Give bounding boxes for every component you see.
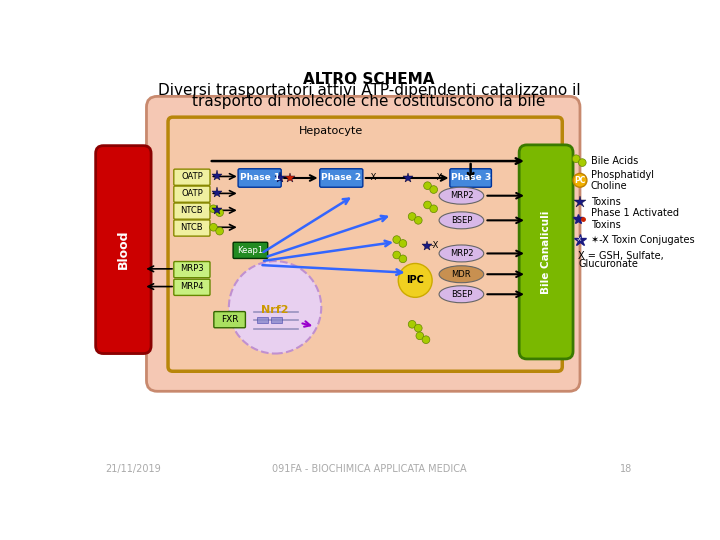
Circle shape — [408, 320, 416, 328]
Text: BSEP: BSEP — [451, 216, 472, 225]
Ellipse shape — [439, 212, 484, 229]
Circle shape — [210, 205, 217, 213]
Ellipse shape — [439, 245, 484, 262]
FancyBboxPatch shape — [450, 168, 492, 187]
Text: MRP4: MRP4 — [180, 282, 204, 291]
Text: Glucuronate: Glucuronate — [578, 259, 639, 269]
Text: ALTRO SCHEMA: ALTRO SCHEMA — [303, 72, 435, 87]
FancyBboxPatch shape — [271, 316, 282, 323]
Circle shape — [399, 240, 407, 247]
FancyBboxPatch shape — [96, 146, 151, 354]
Circle shape — [408, 213, 416, 220]
FancyBboxPatch shape — [320, 168, 363, 187]
Circle shape — [216, 227, 223, 235]
FancyBboxPatch shape — [238, 168, 282, 187]
Text: 091FA - BIOCHIMICA APPLICATA MEDICA: 091FA - BIOCHIMICA APPLICATA MEDICA — [271, 464, 467, 475]
Circle shape — [423, 201, 431, 209]
FancyBboxPatch shape — [174, 261, 210, 278]
Circle shape — [210, 224, 217, 231]
Circle shape — [415, 325, 422, 332]
Text: NTCB: NTCB — [181, 223, 203, 232]
FancyBboxPatch shape — [519, 145, 573, 359]
Circle shape — [578, 159, 586, 166]
Text: Diversi trasportatori attivi ATP-dipendenti catalizzano il: Diversi trasportatori attivi ATP-dipende… — [158, 83, 580, 98]
Text: 21/11/2019: 21/11/2019 — [106, 464, 161, 475]
Text: -X: -X — [369, 173, 377, 183]
Circle shape — [572, 155, 580, 163]
Circle shape — [423, 182, 431, 190]
Text: Blood: Blood — [117, 230, 130, 269]
Text: -X: -X — [431, 241, 438, 250]
Text: NTCB: NTCB — [181, 206, 203, 215]
Text: Bile Acids: Bile Acids — [590, 156, 638, 166]
Circle shape — [416, 332, 423, 340]
Ellipse shape — [439, 266, 484, 283]
Text: Phase 1 Activated
Toxins: Phase 1 Activated Toxins — [590, 208, 679, 230]
Circle shape — [393, 236, 400, 244]
Text: MRP2: MRP2 — [450, 191, 473, 200]
Text: Keap1: Keap1 — [238, 246, 264, 255]
FancyBboxPatch shape — [174, 169, 210, 185]
Text: MRP2: MRP2 — [450, 249, 473, 258]
Text: BSEP: BSEP — [451, 290, 472, 299]
Circle shape — [422, 336, 430, 343]
Text: OATP: OATP — [181, 189, 203, 198]
Circle shape — [430, 186, 438, 193]
Circle shape — [398, 264, 432, 298]
Text: IPC: IPC — [406, 275, 424, 286]
Circle shape — [393, 251, 400, 259]
Text: Phase 1: Phase 1 — [240, 173, 280, 183]
Text: OATP: OATP — [181, 172, 203, 181]
Circle shape — [573, 173, 587, 187]
Circle shape — [399, 255, 407, 262]
FancyBboxPatch shape — [214, 312, 246, 328]
Text: Nrf2: Nrf2 — [261, 305, 289, 315]
Text: 18: 18 — [620, 464, 632, 475]
FancyBboxPatch shape — [146, 96, 580, 391]
Circle shape — [229, 261, 321, 354]
Text: trasporto di molecole che costituiscono la bile: trasporto di molecole che costituiscono … — [192, 94, 546, 109]
FancyBboxPatch shape — [257, 316, 268, 323]
Text: PC: PC — [575, 176, 585, 185]
Text: Toxins: Toxins — [590, 197, 621, 207]
FancyBboxPatch shape — [174, 203, 210, 219]
Text: MRP3: MRP3 — [180, 265, 204, 273]
Text: X = GSH, Sulfate,: X = GSH, Sulfate, — [578, 251, 664, 261]
Text: -X: -X — [577, 237, 582, 242]
Circle shape — [430, 205, 438, 213]
Text: Bile Canaliculi: Bile Canaliculi — [541, 210, 551, 294]
Text: Phase 3: Phase 3 — [451, 173, 491, 183]
FancyBboxPatch shape — [174, 186, 210, 202]
Text: Hepatocyte: Hepatocyte — [298, 126, 363, 136]
FancyBboxPatch shape — [233, 242, 268, 259]
Ellipse shape — [439, 187, 484, 204]
Circle shape — [216, 209, 223, 217]
Text: Phase 2: Phase 2 — [321, 173, 361, 183]
FancyBboxPatch shape — [174, 220, 210, 236]
Circle shape — [415, 217, 422, 224]
FancyBboxPatch shape — [168, 117, 562, 372]
Text: MDR: MDR — [451, 270, 471, 279]
FancyBboxPatch shape — [174, 279, 210, 295]
Text: Phosphatidyl
Choline: Phosphatidyl Choline — [590, 170, 654, 191]
Text: FXR: FXR — [221, 315, 238, 324]
Ellipse shape — [439, 286, 484, 303]
Text: -X: -X — [434, 173, 443, 183]
Text: ✶-X Toxin Conjugates: ✶-X Toxin Conjugates — [590, 234, 694, 245]
